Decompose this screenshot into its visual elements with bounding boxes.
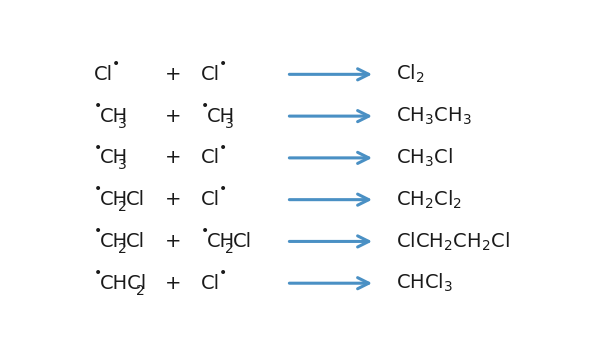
Text: •: •	[219, 57, 227, 71]
Text: •: •	[200, 224, 209, 238]
Text: CH: CH	[207, 107, 235, 126]
Text: $\mathregular{CH_2Cl_2}$: $\mathregular{CH_2Cl_2}$	[396, 189, 462, 211]
Text: $\mathregular{CH_3Cl}$: $\mathregular{CH_3Cl}$	[396, 147, 453, 169]
Text: Cl: Cl	[200, 190, 220, 209]
Text: CH: CH	[100, 190, 128, 209]
Text: 2: 2	[118, 242, 127, 256]
Text: •: •	[94, 99, 102, 113]
Text: 2: 2	[136, 284, 145, 298]
Text: $\mathregular{ClCH_2CH_2Cl}$: $\mathregular{ClCH_2CH_2Cl}$	[396, 230, 509, 253]
Text: CH: CH	[100, 107, 128, 126]
Text: Cl: Cl	[126, 190, 145, 209]
Text: •: •	[112, 57, 121, 71]
Text: Cl: Cl	[200, 65, 220, 84]
Text: •: •	[94, 182, 102, 196]
Text: 3: 3	[225, 117, 234, 131]
Text: •: •	[219, 141, 227, 155]
Text: $\mathregular{CH_3CH_3}$: $\mathregular{CH_3CH_3}$	[396, 105, 472, 127]
Text: •: •	[94, 224, 102, 238]
Text: 2: 2	[118, 200, 127, 214]
Text: Cl: Cl	[126, 232, 145, 251]
Text: CH: CH	[207, 232, 235, 251]
Text: •: •	[219, 266, 227, 280]
Text: CH: CH	[100, 232, 128, 251]
Text: •: •	[200, 99, 209, 113]
Text: •: •	[94, 266, 102, 280]
Text: 2: 2	[225, 242, 234, 256]
Text: 3: 3	[118, 159, 127, 173]
Text: Cl: Cl	[200, 148, 220, 167]
Text: •: •	[94, 141, 102, 155]
Text: Cl: Cl	[200, 274, 220, 293]
Text: 3: 3	[118, 117, 127, 131]
Text: $\mathregular{Cl_2}$: $\mathregular{Cl_2}$	[396, 63, 424, 85]
Text: CH: CH	[100, 148, 128, 167]
Text: +: +	[164, 274, 181, 293]
Text: +: +	[164, 232, 181, 251]
Text: +: +	[164, 190, 181, 209]
Text: Cl: Cl	[94, 65, 113, 84]
Text: $\mathregular{CHCl_3}$: $\mathregular{CHCl_3}$	[396, 272, 453, 294]
Text: +: +	[164, 65, 181, 84]
Text: +: +	[164, 148, 181, 167]
Text: +: +	[164, 107, 181, 126]
Text: •: •	[219, 182, 227, 196]
Text: CHCl: CHCl	[100, 274, 148, 293]
Text: Cl: Cl	[233, 232, 252, 251]
